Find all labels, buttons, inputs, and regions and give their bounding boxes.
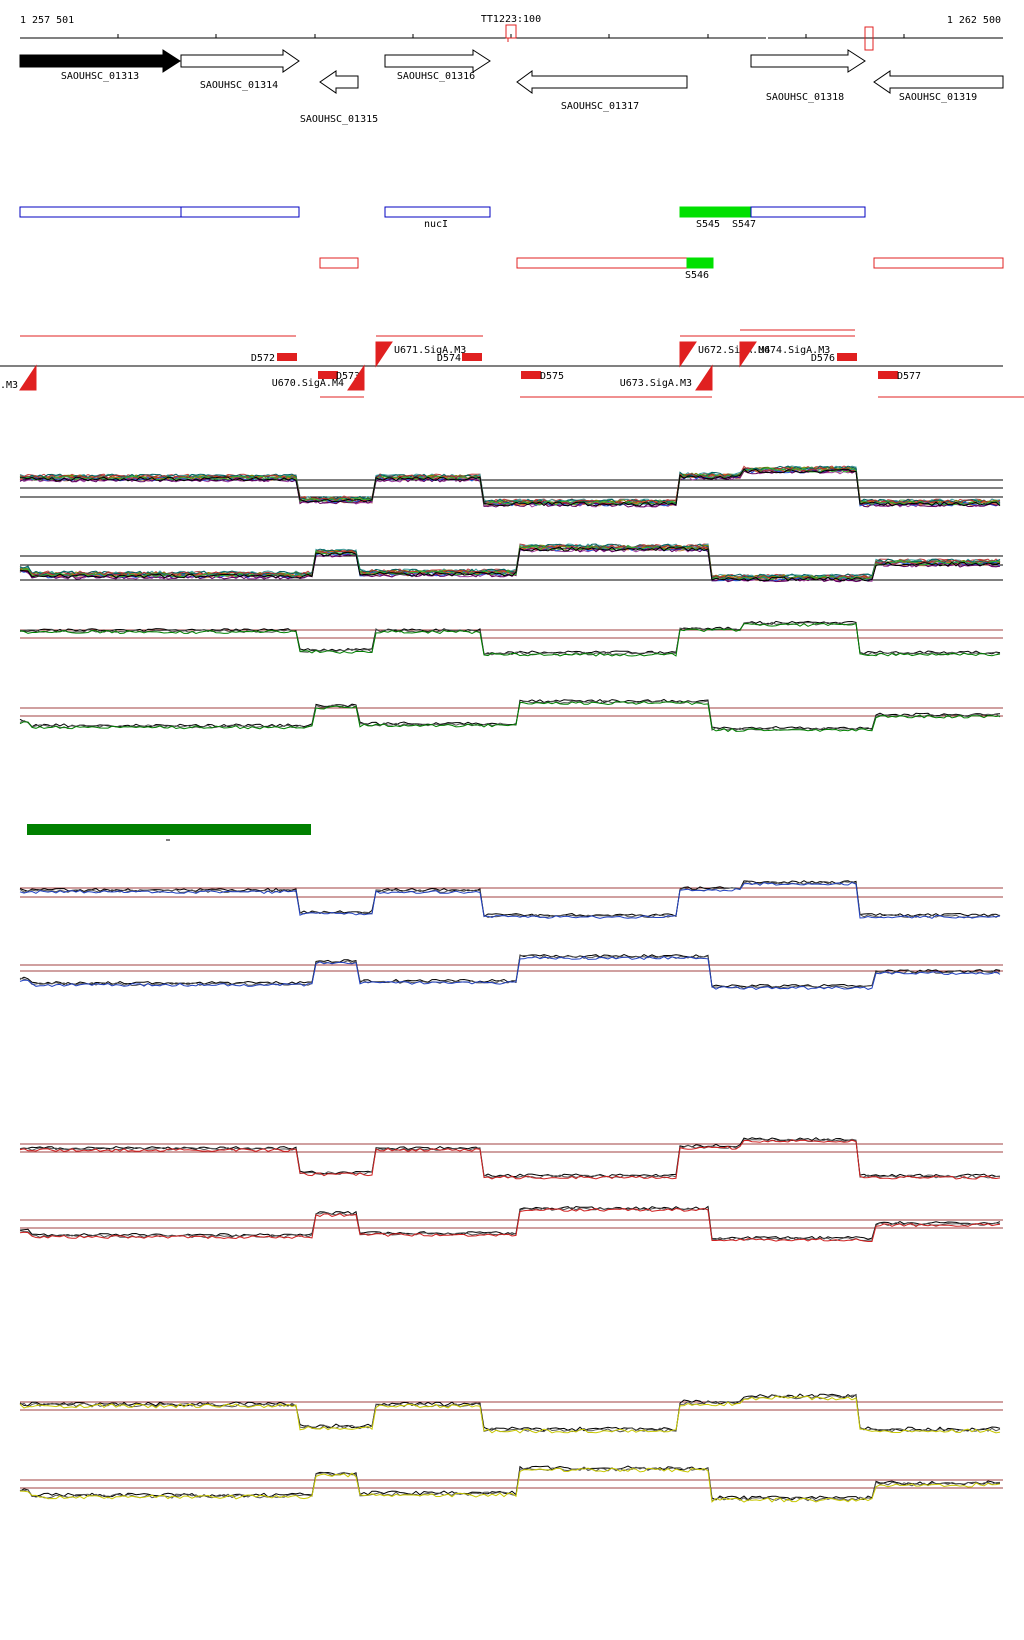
expression-profile-blue-forward xyxy=(19,880,1001,918)
reverse-feature-block[interactable] xyxy=(873,257,1004,269)
promoter-flag-U669[interactable] xyxy=(19,364,37,391)
expression-profile-forward xyxy=(19,467,1001,506)
expression-profile-blue-forward xyxy=(19,881,1001,919)
promoter-label-D576[interactable]: D576 xyxy=(811,353,835,364)
ruler-marker-label: TT1223:100 xyxy=(481,14,541,25)
gene-arrow-01319[interactable] xyxy=(873,70,1004,94)
forward-feature-block[interactable] xyxy=(180,206,300,218)
promoter-label-D573[interactable]: D573 xyxy=(336,371,360,382)
terminator-D574[interactable] xyxy=(462,353,482,361)
promoter-label-U673[interactable]: U673.SigA.M3 xyxy=(620,378,692,389)
expression-profile-red-forward xyxy=(19,1139,1001,1180)
feature-label-nucI: nucI xyxy=(424,219,448,230)
expression-profile-yellow-forward xyxy=(19,1393,1001,1432)
terminator-D576[interactable] xyxy=(837,353,857,361)
promoter-flag-U671[interactable] xyxy=(375,341,393,368)
expression-profile-blue-reverse xyxy=(19,955,1001,989)
promoter-flag-U670[interactable] xyxy=(347,364,365,391)
ruler-marker-box[interactable] xyxy=(505,24,517,39)
forward-feature-block[interactable] xyxy=(19,206,182,218)
expression-profile-green-forward xyxy=(19,621,1001,656)
expression-profile-red-reverse xyxy=(19,1205,1001,1241)
expression-tracks xyxy=(19,465,1003,1503)
gene-arrow-01318[interactable] xyxy=(750,49,866,73)
gene-track: SAOUHSC_01313 SAOUHSC_01314 SAOUHSC_0131… xyxy=(19,49,1004,125)
ruler-end-label: 1 262 500 xyxy=(947,15,1001,26)
gene-label-01313[interactable]: SAOUHSC_01313 xyxy=(61,71,139,82)
expression-profile-forward xyxy=(19,467,1001,506)
terminator-D577[interactable] xyxy=(878,371,898,379)
gene-arrow-01316[interactable] xyxy=(384,49,491,73)
gene-label-01318[interactable]: SAOUHSC_01318 xyxy=(766,92,844,103)
promoter-flag-U673[interactable] xyxy=(695,364,713,391)
expression-profile-forward xyxy=(19,468,1001,507)
feature-label-S545: S545 xyxy=(696,219,720,230)
promoter-label-U669[interactable]: .M3 xyxy=(0,380,18,391)
promoter-label-D577[interactable]: D577 xyxy=(897,371,921,382)
promoter-track: D572 D573 D574 D575 D576 D577 U671.SigA.… xyxy=(0,329,1024,398)
expression-profile-forward xyxy=(19,467,1001,506)
expression-profile-green-forward xyxy=(19,622,1001,657)
reverse-feature-block[interactable] xyxy=(516,257,688,269)
gene-arrow-01314[interactable] xyxy=(180,49,300,73)
feature-label-S546: S546 xyxy=(685,270,709,281)
promoter-label-D574[interactable]: D574 xyxy=(437,353,461,364)
forward-feature-track: nucI S545 S547 xyxy=(19,206,866,230)
feature-label-S547: S547 xyxy=(732,219,756,230)
expression-profile-yellow-reverse xyxy=(19,1465,1001,1501)
promoter-flag-U672[interactable] xyxy=(679,341,697,368)
promoter-label-D575[interactable]: D575 xyxy=(540,371,564,382)
highlight-feature-S546[interactable] xyxy=(686,257,714,269)
promoter-flag-U674[interactable] xyxy=(739,341,757,368)
gene-label-01315[interactable]: SAOUHSC_01315 xyxy=(300,114,378,125)
highlight-feature-S545[interactable] xyxy=(679,206,752,218)
expression-profile-red-forward xyxy=(19,1138,1001,1179)
gene-label-01317[interactable]: SAOUHSC_01317 xyxy=(561,101,639,112)
expression-profile-green-reverse xyxy=(19,700,1001,733)
expression-profile-red-forward xyxy=(19,1137,1001,1178)
expression-profile-yellow-forward xyxy=(19,1395,1001,1434)
promoter-label-U674[interactable]: U674.SigA.M3 xyxy=(758,345,830,356)
expression-profile-blue-forward xyxy=(19,880,1001,919)
coordinate-ruler: 1 257 501 1 262 500 TT1223:100 xyxy=(20,14,1003,51)
condition-bar[interactable] xyxy=(27,824,311,835)
expression-profile-reverse xyxy=(20,543,1001,579)
expression-profile-reverse xyxy=(19,546,1001,582)
gene-label-01316[interactable]: SAOUHSC_01316 xyxy=(397,71,475,82)
promoter-label-U672[interactable]: U672.SigA.M4 xyxy=(698,345,770,356)
terminator-D572[interactable] xyxy=(277,353,297,361)
expression-profile-blue-reverse xyxy=(19,956,1001,990)
gene-arrow-01313[interactable] xyxy=(19,49,181,73)
gene-label-01314[interactable]: SAOUHSC_01314 xyxy=(200,80,278,91)
promoter-label-U670[interactable]: U670.SigA.M4 xyxy=(272,378,344,389)
forward-feature-nucI[interactable] xyxy=(384,206,491,218)
expression-profile-yellow-reverse xyxy=(19,1467,1001,1503)
terminator-D573[interactable] xyxy=(318,371,338,379)
reverse-feature-block[interactable] xyxy=(319,257,359,269)
expression-profile-yellow-forward xyxy=(19,1394,1001,1433)
reverse-feature-track: S546 xyxy=(319,257,1004,281)
ruler-start-label: 1 257 501 xyxy=(20,15,74,26)
ruler-marker-box-2[interactable] xyxy=(864,26,874,51)
promoter-label-U671[interactable]: U671.SigA.M3 xyxy=(394,345,466,356)
forward-feature-block[interactable] xyxy=(750,206,866,218)
expression-profile-yellow-reverse xyxy=(19,1466,1001,1502)
promoter-label-D572[interactable]: D572 xyxy=(251,353,275,364)
expression-profile-green-forward xyxy=(19,620,1001,655)
expression-profile-red-reverse xyxy=(19,1207,1001,1242)
gene-arrow-01315[interactable] xyxy=(319,70,359,94)
gene-label-01319[interactable]: SAOUHSC_01319 xyxy=(899,92,977,103)
terminator-D575[interactable] xyxy=(521,371,541,379)
gene-arrow-01317[interactable] xyxy=(516,70,688,94)
